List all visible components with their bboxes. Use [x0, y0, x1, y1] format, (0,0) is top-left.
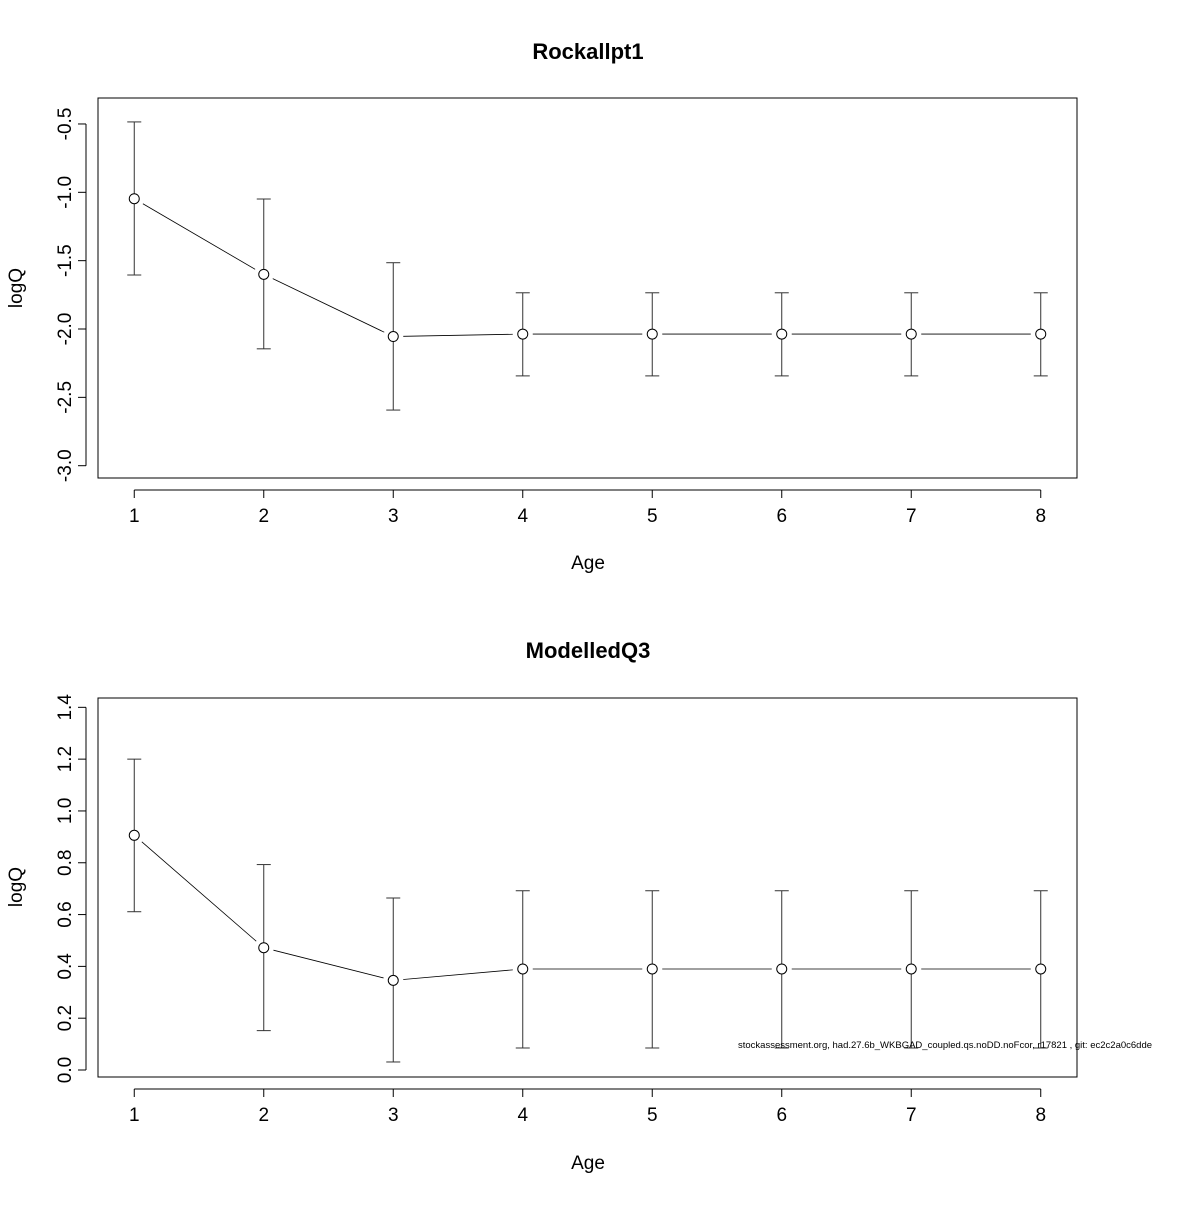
x-tick-label: 3 [388, 506, 399, 527]
plot-frame [97, 97, 1078, 479]
data-point [128, 829, 140, 841]
x-tick-label: 4 [517, 1105, 528, 1126]
x-axis-label: Age [571, 1153, 605, 1174]
x-tick-label: 1 [129, 506, 140, 527]
data-point [646, 963, 658, 975]
y-tick-label: -2.5 [55, 381, 76, 414]
y-tick-label: -0.5 [55, 108, 76, 141]
x-tick-label: 5 [647, 506, 658, 527]
data-point [646, 328, 658, 340]
data-point [1035, 963, 1047, 975]
data-point [128, 193, 140, 205]
data-point [776, 963, 788, 975]
y-tick-label: 1.4 [55, 694, 76, 721]
x-tick-label: 2 [258, 1105, 269, 1126]
x-axis-label: Age [571, 553, 605, 574]
x-tick-label: 7 [906, 1105, 917, 1126]
series-line-segment [141, 841, 257, 942]
y-tick-label: -3.0 [55, 449, 76, 482]
y-tick-label: 0.6 [55, 901, 76, 927]
footer-annotation: stockassessment.org, had.27.6b_WKBGAD_co… [738, 1040, 1152, 1051]
x-tick-label: 7 [906, 506, 917, 527]
data-point [258, 268, 270, 280]
y-tick-label: 1.0 [55, 798, 76, 824]
y-tick-label: 0.2 [55, 1005, 76, 1031]
y-axis-label: logQ [6, 268, 27, 308]
x-tick-label: 5 [647, 1105, 658, 1126]
data-point [517, 328, 529, 340]
x-tick-label: 6 [776, 506, 787, 527]
data-point [387, 974, 399, 986]
series-line-segment [403, 969, 513, 980]
chart-title: ModelledQ3 [526, 638, 651, 663]
x-tick-label: 2 [258, 506, 269, 527]
panel-modelledq3: ModelledQ3 Age logQ 1 2 3 4 5 6 7 8 0.0 0.2 0.4 0.6… [6, 638, 1152, 1174]
y-tick-label: -2.0 [55, 313, 76, 346]
x-tick-label: 6 [776, 1105, 787, 1126]
y-tick-label: 0.8 [55, 850, 76, 876]
x-tick-label: 8 [1035, 1105, 1046, 1126]
y-axis-label: logQ [6, 867, 27, 907]
plot-frame [97, 697, 1078, 1078]
x-tick-label: 8 [1035, 506, 1046, 527]
data-point [387, 331, 399, 343]
x-tick-label: 3 [388, 1105, 399, 1126]
series-line-segment [273, 949, 384, 979]
data-point [517, 963, 529, 975]
y-tick-label: -1.0 [55, 176, 76, 209]
series-line-segment [272, 278, 385, 333]
chart-title: Rockallpt1 [532, 39, 643, 64]
data-point [905, 328, 917, 340]
y-tick-label: 0.0 [55, 1057, 76, 1083]
data-point [905, 963, 917, 975]
x-tick-label: 1 [129, 1105, 140, 1126]
series-line-segment [403, 333, 513, 337]
y-tick-label: 0.4 [55, 953, 76, 980]
series-line-segment [142, 203, 256, 270]
x-tick-label: 4 [517, 506, 528, 527]
data-point [258, 942, 270, 954]
panel-rockallpt1: Rockallpt1 Age logQ 1 2 3 4 5 6 7 8 -0.5 -1.0 -1.5… [6, 39, 1078, 574]
y-tick-label: 1.2 [55, 746, 76, 772]
data-point [1035, 328, 1047, 340]
y-tick-label: -1.5 [55, 244, 76, 277]
data-point [776, 328, 788, 340]
